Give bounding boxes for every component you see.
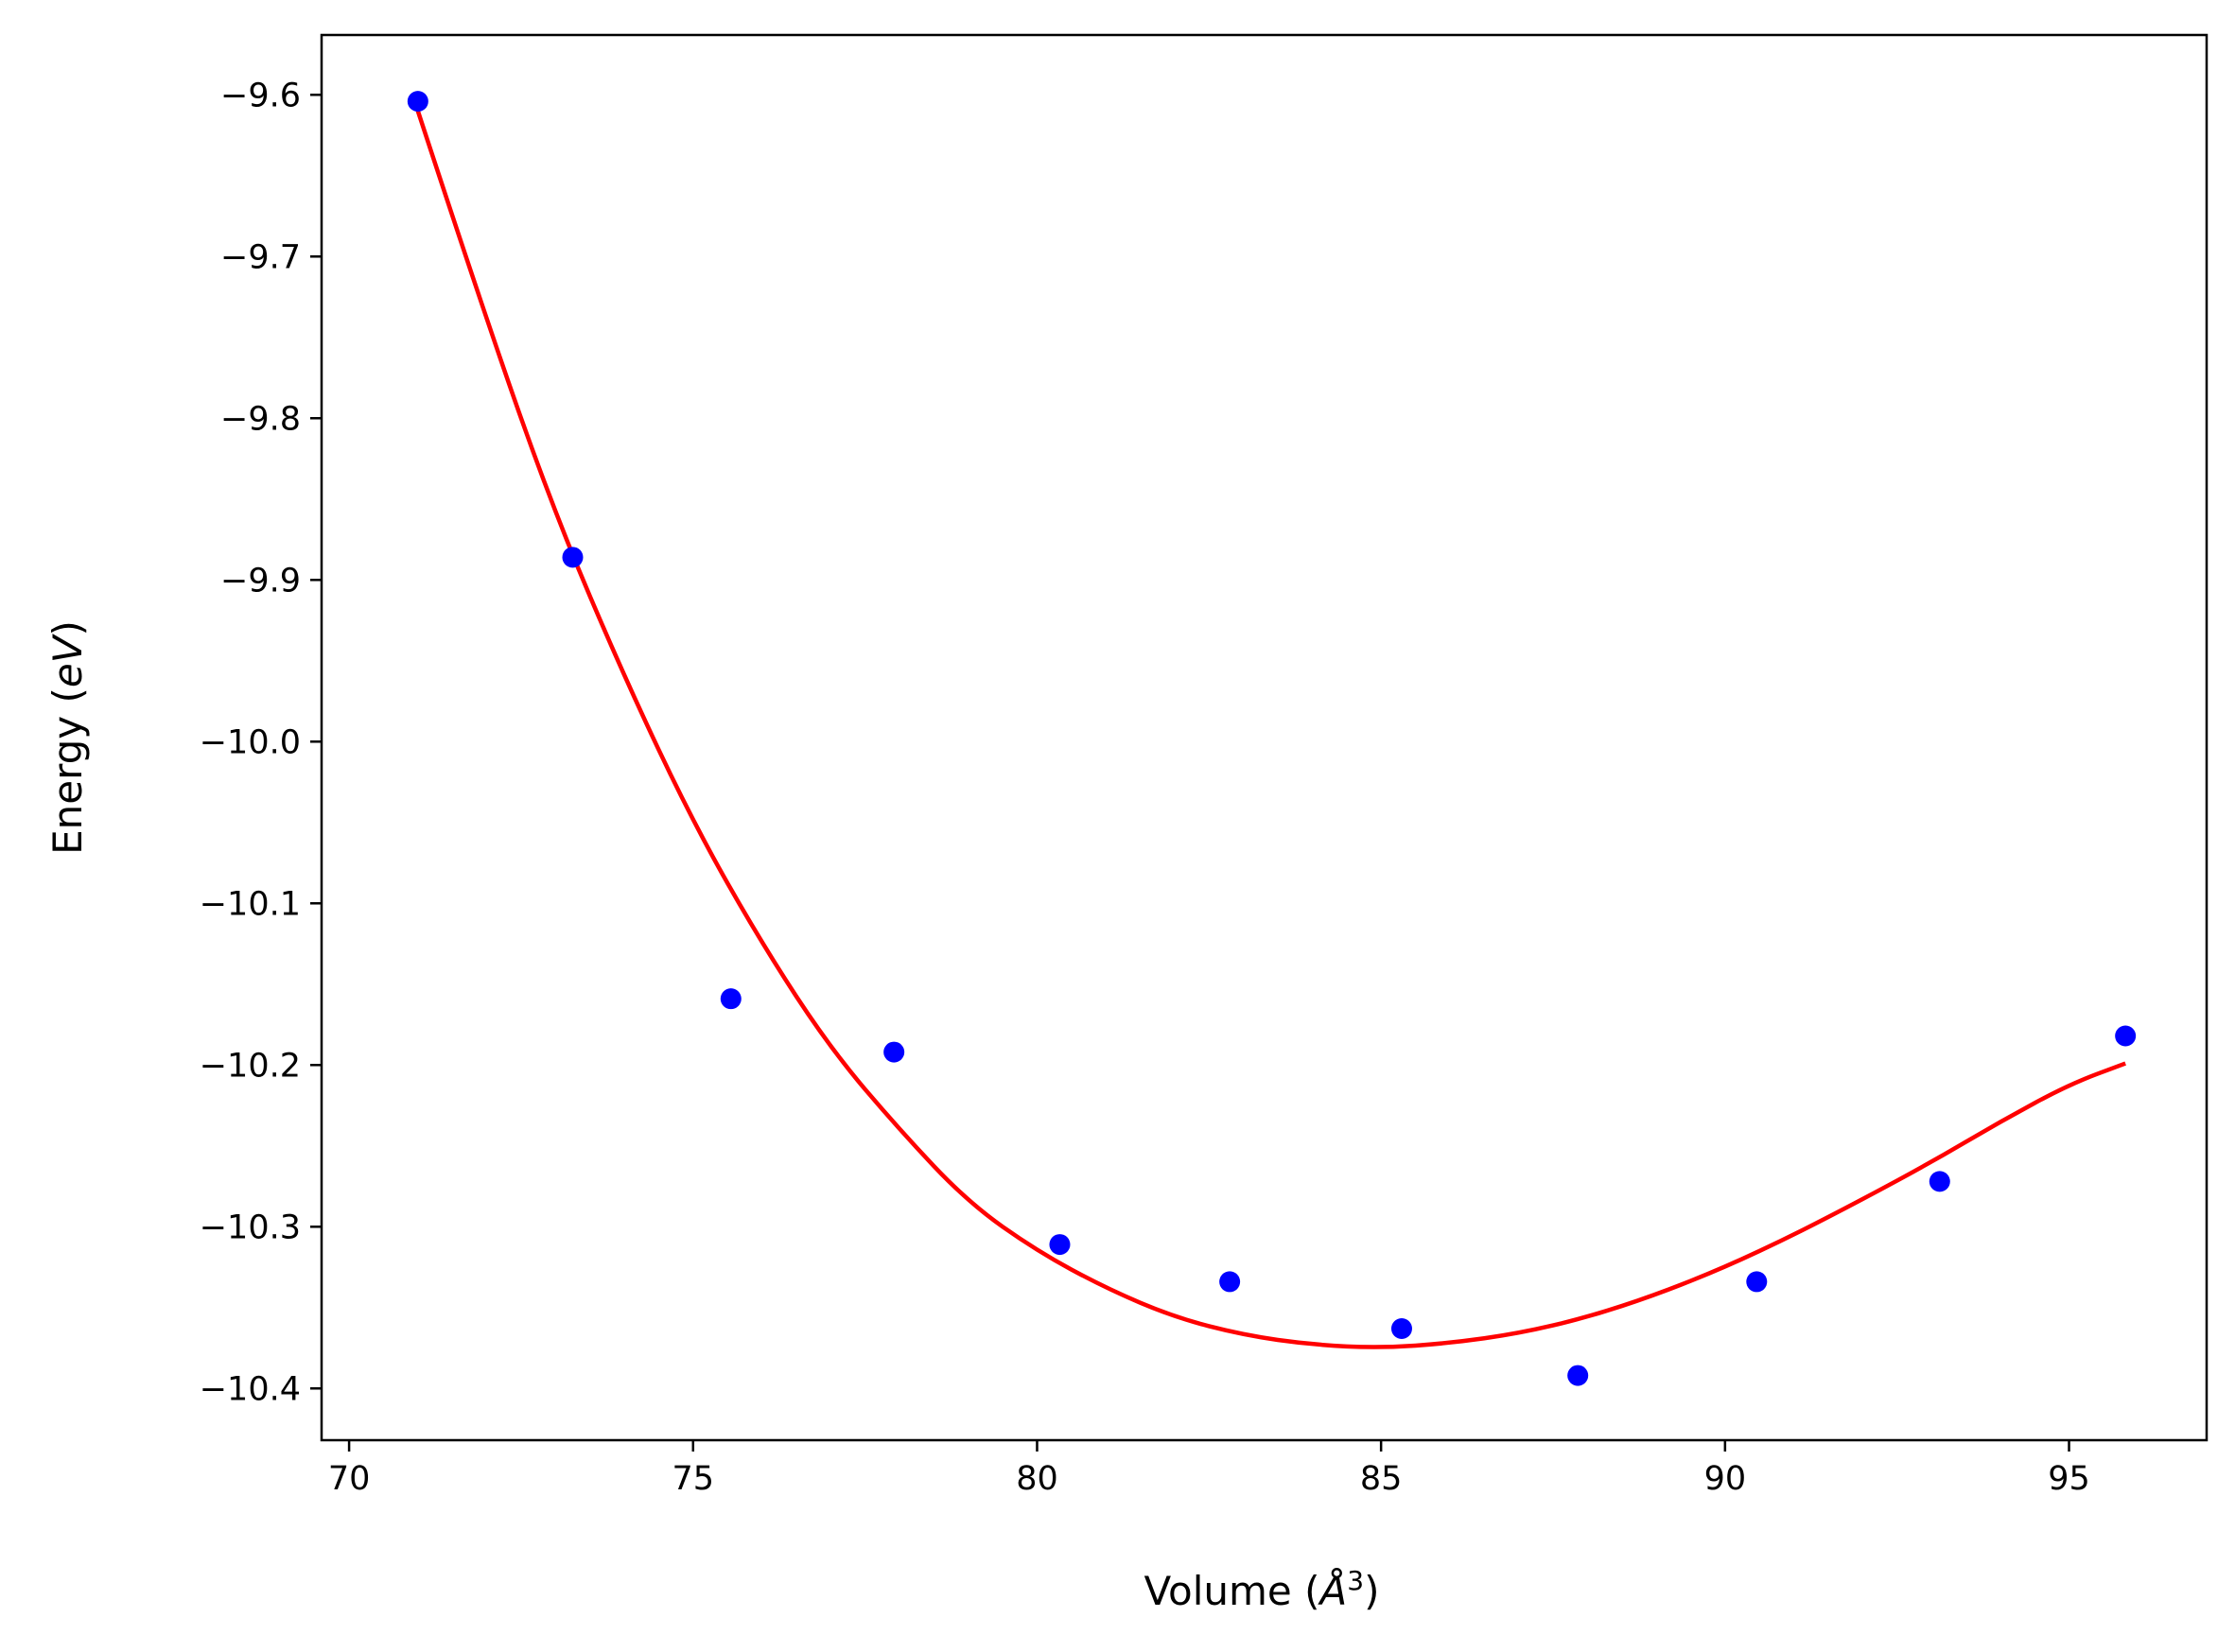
y-tick-label: −9.9 <box>220 562 301 600</box>
data-point <box>2115 1025 2137 1047</box>
fit-curve <box>415 110 2126 1349</box>
y-tick-label: −9.8 <box>220 400 301 438</box>
x-axis-label: Volume (Å3) <box>1144 1565 1380 1615</box>
x-tick-label: 70 <box>328 1460 371 1498</box>
x-tick-label: 90 <box>1704 1460 1747 1498</box>
data-point <box>1746 1271 1768 1293</box>
y-tick-label: −10.3 <box>200 1209 301 1246</box>
data-point <box>883 1041 905 1063</box>
data-points-layer <box>407 91 2137 1386</box>
data-point <box>720 988 742 1010</box>
data-point <box>1390 1318 1412 1340</box>
fit-curve-layer <box>415 110 2126 1349</box>
data-point <box>407 91 428 113</box>
data-point <box>1049 1234 1071 1256</box>
x-tick-label: 85 <box>1360 1460 1403 1498</box>
x-tick-label: 80 <box>1016 1460 1058 1498</box>
y-axis-label: Energy (eV) <box>44 620 91 855</box>
y-tick-label: −10.2 <box>200 1047 301 1085</box>
y-axis-ticks: −9.6 −9.7 −9.8 −9.9 −10.0 −10.1 −10.2 −10.3 −10.… <box>200 77 322 1408</box>
plot-frame <box>320 33 2209 1442</box>
y-tick-label: −10.4 <box>200 1370 301 1408</box>
x-axis-ticks: 70 75 80 85 90 95 <box>328 1440 2090 1498</box>
y-tick-label: −10.0 <box>200 723 301 761</box>
data-point <box>1929 1171 1950 1192</box>
data-point <box>1567 1365 1589 1386</box>
plot-area <box>320 33 2209 1442</box>
data-point <box>1219 1271 1241 1293</box>
y-tick-label: −10.1 <box>200 885 301 923</box>
y-tick-label: −9.7 <box>220 238 301 276</box>
y-tick-label: −9.6 <box>220 77 301 114</box>
x-tick-label: 75 <box>672 1460 715 1498</box>
x-tick-label: 95 <box>2048 1460 2090 1498</box>
data-point <box>562 547 584 568</box>
